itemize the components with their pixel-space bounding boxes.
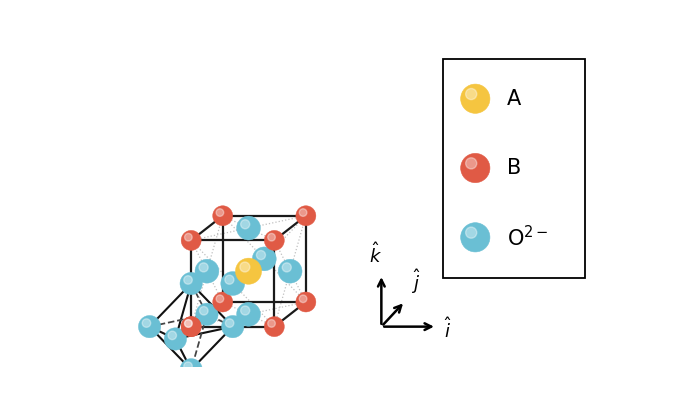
Text: B: B [507,158,521,178]
Circle shape [460,223,490,252]
Text: $\hat{k}$: $\hat{k}$ [369,243,382,267]
Circle shape [296,292,316,312]
Circle shape [181,230,201,250]
Circle shape [300,295,307,302]
Circle shape [264,317,285,337]
Circle shape [267,320,276,327]
Circle shape [296,206,316,226]
Circle shape [142,319,150,327]
Circle shape [180,272,202,295]
Circle shape [466,89,477,100]
Bar [443,59,586,278]
Circle shape [466,158,477,169]
Circle shape [241,306,250,315]
Circle shape [184,362,192,370]
Circle shape [195,259,219,283]
Circle shape [282,263,291,272]
Circle shape [180,358,202,381]
Circle shape [164,328,187,350]
Circle shape [181,317,201,337]
Circle shape [221,272,245,295]
Circle shape [225,319,234,327]
Circle shape [185,320,192,327]
Text: A: A [507,89,521,109]
Circle shape [199,263,208,272]
Circle shape [241,220,250,229]
Circle shape [216,295,224,302]
Circle shape [181,317,201,337]
Circle shape [168,331,176,339]
Text: $\hat{i}$: $\hat{i}$ [444,317,451,342]
Circle shape [237,302,261,326]
Circle shape [196,303,218,325]
Circle shape [185,320,192,327]
Circle shape [185,233,192,241]
Circle shape [460,153,490,183]
Circle shape [252,247,276,271]
Circle shape [200,307,208,315]
Circle shape [460,84,490,113]
Circle shape [267,233,276,241]
Circle shape [184,276,192,284]
Circle shape [216,209,224,216]
Circle shape [300,209,307,216]
Text: $\hat{j}$: $\hat{j}$ [411,267,421,296]
Circle shape [278,259,302,283]
Circle shape [256,250,265,260]
Circle shape [213,206,233,226]
Circle shape [466,227,477,238]
Circle shape [225,275,234,284]
Circle shape [237,216,261,240]
Circle shape [264,230,285,250]
Circle shape [222,316,244,338]
Circle shape [240,262,250,272]
Text: O$^{2-}$: O$^{2-}$ [507,225,549,250]
Circle shape [235,258,261,284]
Circle shape [138,316,161,338]
Circle shape [213,292,233,312]
